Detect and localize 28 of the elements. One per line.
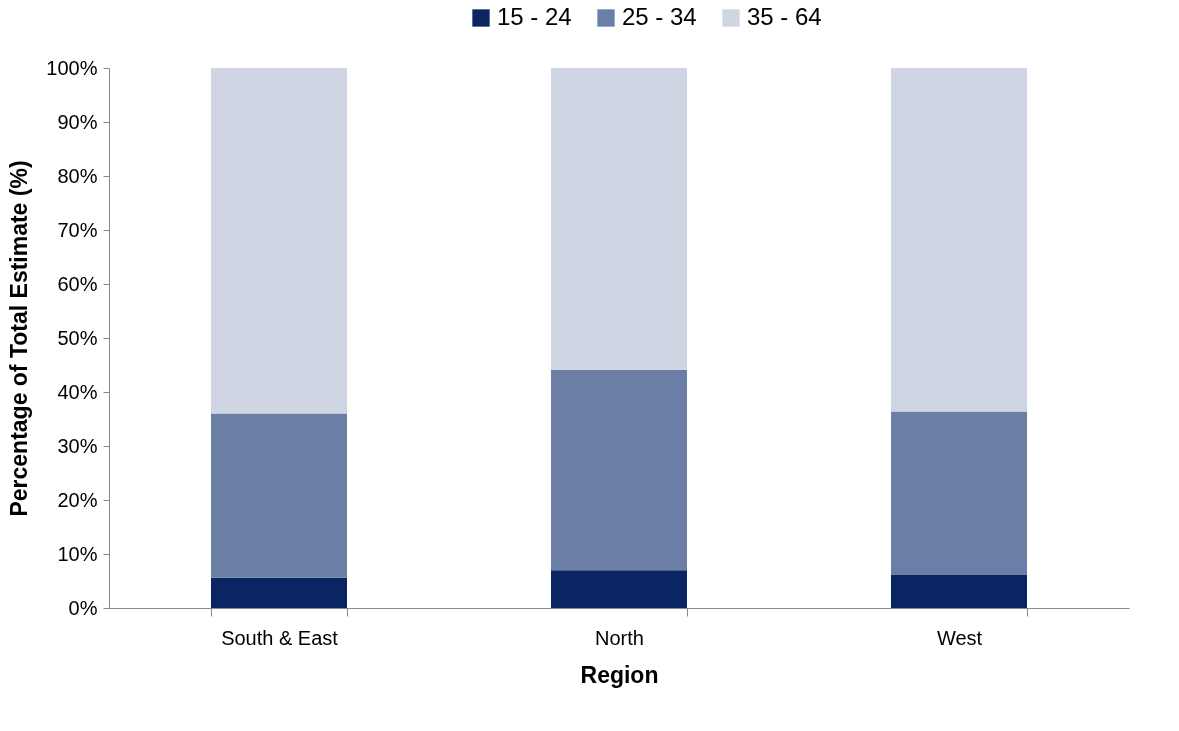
bar <box>551 68 687 370</box>
y-tick-label: 100% <box>46 56 98 79</box>
y-tick-label: 20% <box>57 488 98 511</box>
y-tick-label: 10% <box>57 542 98 565</box>
bar <box>551 369 687 571</box>
bar <box>551 570 687 608</box>
bar <box>891 411 1027 576</box>
legend-label: 15 - 24 <box>497 3 572 30</box>
bar <box>891 575 1027 608</box>
y-axis-title: Percentage of Total Estimate (%) <box>6 160 33 517</box>
bar <box>211 577 347 608</box>
legend-label: 35 - 64 <box>747 3 822 30</box>
bar <box>211 68 347 414</box>
x-tick-label: West <box>936 626 983 649</box>
x-tick-label: North <box>595 626 644 649</box>
y-tick-label: 0% <box>68 596 98 619</box>
y-tick-label: 30% <box>57 434 98 457</box>
y-tick-label: 70% <box>57 218 98 241</box>
y-tick-label: 50% <box>57 326 98 349</box>
y-tick-label: 90% <box>57 110 98 133</box>
y-tick-label: 60% <box>57 272 98 295</box>
y-tick-label: 40% <box>57 380 98 403</box>
y-tick-label: 80% <box>57 164 98 187</box>
x-axis-title: Region <box>580 661 659 688</box>
bar <box>211 413 347 578</box>
legend-label: 25 - 34 <box>622 3 697 30</box>
bar <box>891 68 1027 412</box>
x-tick-label: South & East <box>221 626 339 649</box>
